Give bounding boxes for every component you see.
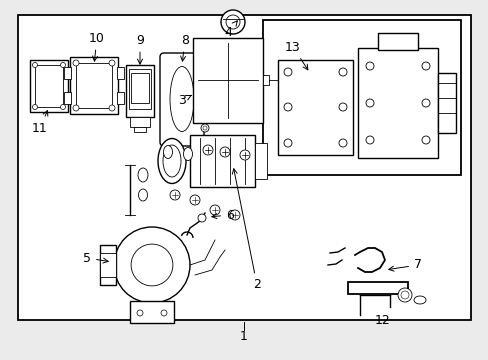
Bar [100,253,116,277]
Text: 10: 10 [89,32,105,61]
Circle shape [240,150,249,160]
Circle shape [161,310,167,316]
Ellipse shape [138,189,147,201]
Circle shape [32,63,38,68]
Ellipse shape [138,168,148,182]
Circle shape [198,214,205,222]
Bar [263,20,460,175]
Circle shape [73,105,79,111]
Bar [100,245,116,285]
Circle shape [421,99,429,107]
Circle shape [61,63,65,68]
Circle shape [209,205,220,215]
Ellipse shape [183,148,192,161]
Circle shape [203,145,213,155]
Text: 7: 7 [388,258,421,271]
Text: 6: 6 [211,208,233,221]
Bar [134,127,146,132]
Ellipse shape [163,145,181,177]
Circle shape [170,190,180,200]
Bar [64,67,71,79]
Circle shape [61,104,65,109]
Bar [131,73,149,103]
Bar [117,92,124,104]
Circle shape [365,99,373,107]
Bar [130,301,174,323]
Bar [278,60,352,155]
Circle shape [365,62,373,70]
Circle shape [109,105,115,111]
Ellipse shape [413,296,425,304]
Circle shape [421,62,429,70]
Bar [437,73,455,133]
Circle shape [114,227,190,303]
Bar [357,48,437,158]
Bar [193,38,263,123]
Bar [377,33,417,50]
Bar [130,117,150,127]
Bar [126,65,154,117]
Circle shape [225,15,240,29]
Text: 8: 8 [180,33,189,61]
Circle shape [397,288,411,302]
Bar [18,15,470,320]
Text: 13: 13 [285,41,307,70]
Text: 4: 4 [224,21,237,39]
Text: 1: 1 [240,329,247,342]
Text: 5: 5 [83,252,108,265]
Bar [76,63,112,108]
Circle shape [73,60,79,66]
Text: 11: 11 [32,111,48,135]
Circle shape [338,68,346,76]
Bar [190,135,254,187]
Circle shape [400,291,408,299]
Bar [254,143,266,179]
Circle shape [365,136,373,144]
Circle shape [284,103,291,111]
Bar [263,75,268,85]
Bar [129,69,151,109]
Bar [347,282,407,294]
Circle shape [220,147,229,157]
Circle shape [190,195,200,205]
Circle shape [221,10,244,34]
Circle shape [421,136,429,144]
Circle shape [338,103,346,111]
Ellipse shape [163,145,172,158]
Circle shape [284,68,291,76]
Bar [35,65,63,107]
FancyBboxPatch shape [160,53,203,146]
Bar [70,57,118,114]
Circle shape [229,210,240,220]
Text: 3: 3 [178,94,191,107]
Circle shape [284,139,291,147]
Circle shape [109,60,115,66]
Bar [64,92,71,104]
Ellipse shape [158,139,185,184]
Text: 9: 9 [136,33,143,64]
Circle shape [203,126,206,130]
Circle shape [338,139,346,147]
Circle shape [32,104,38,109]
Circle shape [131,244,173,286]
Ellipse shape [170,67,194,131]
Circle shape [201,124,208,132]
Text: 2: 2 [232,169,261,292]
Bar [117,67,124,79]
Text: 12: 12 [374,314,390,327]
Bar [30,60,68,112]
Circle shape [137,310,142,316]
